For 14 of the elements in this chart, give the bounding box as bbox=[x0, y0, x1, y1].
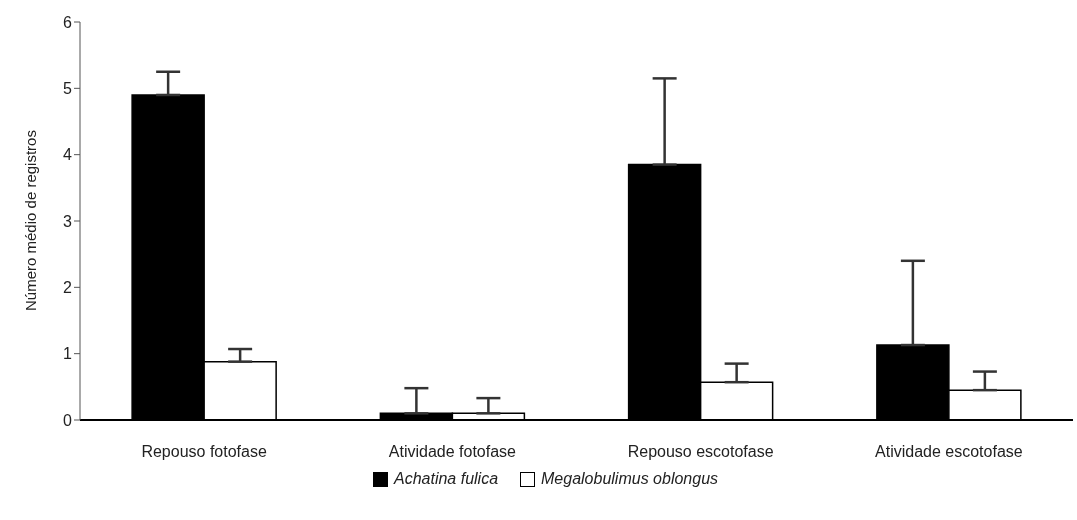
y-axis-title: Número médio de registros bbox=[22, 130, 40, 311]
legend-label: Achatina fulica bbox=[393, 470, 499, 488]
y-tick-label: 4 bbox=[63, 146, 73, 164]
y-tick-label: 0 bbox=[63, 411, 73, 429]
x-tick-label: Atividade fotofase bbox=[388, 443, 517, 461]
x-tick-label: Repouso fotofase bbox=[141, 443, 267, 461]
legend-label: Megalobulimus oblongus bbox=[541, 470, 719, 488]
y-tick-label: 2 bbox=[63, 279, 73, 297]
x-tick-label: Repouso escotofase bbox=[627, 443, 774, 461]
y-tick-label: 6 bbox=[63, 13, 73, 31]
x-tick-label: Atividade escotofase bbox=[875, 443, 1023, 461]
y-tick-label: 5 bbox=[63, 80, 73, 98]
y-tick-label: 1 bbox=[63, 345, 73, 363]
y-tick-label: 3 bbox=[63, 212, 73, 230]
